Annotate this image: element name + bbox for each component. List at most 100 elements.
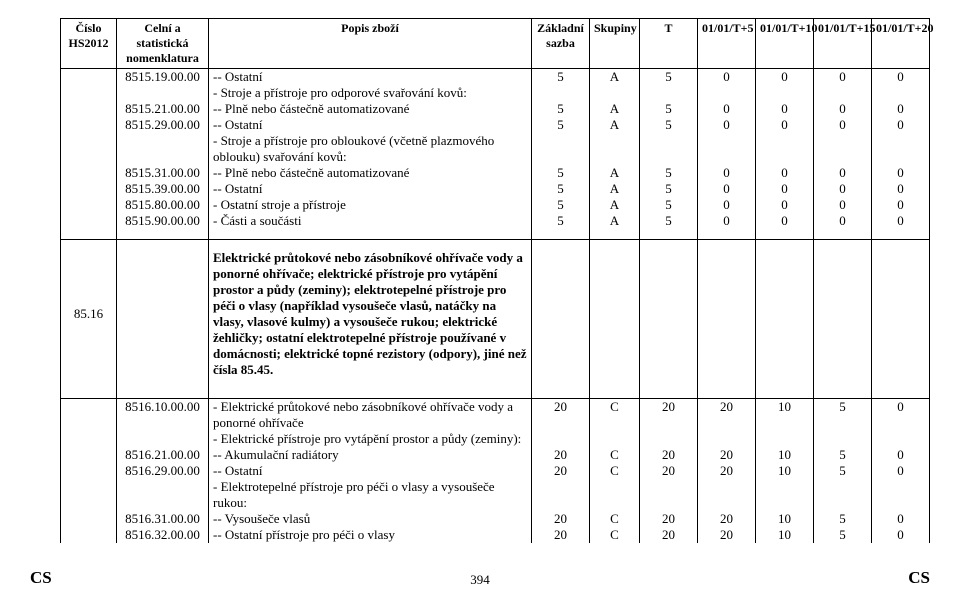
t5-cell: 20 [698,527,756,543]
code-cell [117,133,209,165]
t-cell: 5 [640,165,698,181]
t15-cell: 0 [814,197,872,213]
code-cell [117,479,209,511]
t5-cell: 0 [698,181,756,197]
heading-desc: Elektrické průtokové nebo zásobníkové oh… [209,240,532,389]
code-cell [117,431,209,447]
hs-cell [61,85,117,101]
hs-cell [61,181,117,197]
empty-cell [532,133,590,165]
empty-cell [698,229,756,240]
desc-cell: -- Ostatní [209,117,532,133]
empty-cell [532,479,590,511]
txt: Popis zboží [341,21,399,35]
base-cell: 5 [532,117,590,133]
tariff-table: Číslo HS2012 Celní a statistická nomenkl… [60,18,930,543]
desc-cell: -- Plně nebo částečně automatizované [209,165,532,181]
hs-cell [61,117,117,133]
code-cell: 8515.80.00.00 [117,197,209,213]
t20-cell: 0 [872,213,930,229]
t-cell: 20 [640,527,698,543]
desc-cell: -- Ostatní [209,69,532,86]
t20-cell: 0 [872,511,930,527]
t10-cell: 0 [756,69,814,86]
t15-cell: 0 [814,101,872,117]
t15-cell: 5 [814,447,872,463]
section-desc: - Stroje a přístroje pro obloukové (včet… [209,133,532,165]
base-cell: 20 [532,527,590,543]
t15-cell: 0 [814,181,872,197]
footer-left: CS [30,568,52,588]
table-row: 8515.29.00.00-- Ostatní5A50000 [61,117,930,133]
code-cell [117,85,209,101]
footer-right: CS [908,568,930,588]
header-t10: 01/01/T+10 [756,19,814,69]
group-cell: A [590,213,640,229]
header-code: Celní a statistická nomenklatura [117,19,209,69]
empty-cell [814,431,872,447]
hs-cell [61,165,117,181]
group-cell: A [590,181,640,197]
empty-cell [61,229,117,240]
empty-cell [698,431,756,447]
empty-cell [532,240,590,389]
empty-cell [532,229,590,240]
empty-cell [117,388,209,399]
empty-cell [698,479,756,511]
empty-cell [640,388,698,399]
desc-cell: - Části a součásti [209,213,532,229]
t5-cell: 20 [698,463,756,479]
code-cell: 8515.90.00.00 [117,213,209,229]
base-cell: 5 [532,181,590,197]
t15-cell: 5 [814,527,872,543]
empty-cell [814,388,872,399]
t15-cell: 0 [814,165,872,181]
t5-cell: 0 [698,165,756,181]
empty-cell [814,133,872,165]
empty-cell [756,85,814,101]
t-cell: 20 [640,399,698,432]
empty-cell [590,229,640,240]
empty-cell [756,388,814,399]
code-cell: 8516.10.00.00 [117,399,209,432]
txt: 01/01/T+5 [702,21,754,35]
header-t20: 01/01/T+20 [872,19,930,69]
t-cell: 5 [640,213,698,229]
table-row: 8516.29.00.00-- Ostatní20C20201050 [61,463,930,479]
t20-cell: 0 [872,101,930,117]
t10-cell: 10 [756,463,814,479]
empty-cell [756,240,814,389]
hs-cell [61,213,117,229]
table-row: 8516.21.00.00-- Akumulační radiátory20C2… [61,447,930,463]
table-row: 8515.31.00.00-- Plně nebo částečně autom… [61,165,930,181]
empty-cell [698,85,756,101]
t5-cell: 0 [698,101,756,117]
empty-cell [640,479,698,511]
empty-cell [209,229,532,240]
txt: Číslo HS2012 [68,21,108,50]
group-cell: C [590,399,640,432]
t10-cell: 0 [756,197,814,213]
t15-cell: 5 [814,511,872,527]
t10-cell: 0 [756,101,814,117]
t20-cell: 0 [872,69,930,86]
base-cell: 5 [532,165,590,181]
code-cell [117,240,209,389]
section-row: - Elektrotepelné přístroje pro péči o vl… [61,479,930,511]
txt: Celní a statistická nomenklatura [126,21,199,65]
t5-cell: 20 [698,511,756,527]
section-row: - Stroje a přístroje pro obloukové (včet… [61,133,930,165]
section-desc: - Stroje a přístroje pro odporové svařov… [209,85,532,101]
group-cell: C [590,511,640,527]
table-row: 8515.80.00.00- Ostatní stroje a přístroj… [61,197,930,213]
group-cell: C [590,447,640,463]
empty-cell [814,479,872,511]
header-t5: 01/01/T+5 [698,19,756,69]
t15-cell: 0 [814,117,872,133]
base-cell: 5 [532,69,590,86]
empty-cell [590,85,640,101]
t-cell: 20 [640,511,698,527]
hs-cell [61,197,117,213]
empty-cell [872,479,930,511]
code-cell: 8515.19.00.00 [117,69,209,86]
